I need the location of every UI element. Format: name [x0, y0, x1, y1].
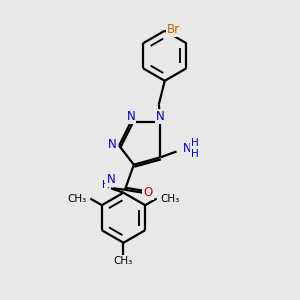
Text: CH₃: CH₃ — [160, 194, 179, 204]
Text: CH₃: CH₃ — [68, 194, 87, 204]
Text: Br: Br — [167, 23, 180, 36]
Text: H: H — [191, 149, 199, 159]
Text: CH₃: CH₃ — [114, 256, 133, 266]
Text: N: N — [106, 173, 115, 186]
Text: H: H — [191, 138, 199, 148]
Text: N: N — [127, 110, 135, 123]
Text: O: O — [143, 186, 153, 199]
Text: N: N — [156, 110, 165, 123]
Text: H: H — [102, 180, 110, 190]
Text: N: N — [108, 138, 117, 151]
Text: N: N — [182, 142, 191, 155]
